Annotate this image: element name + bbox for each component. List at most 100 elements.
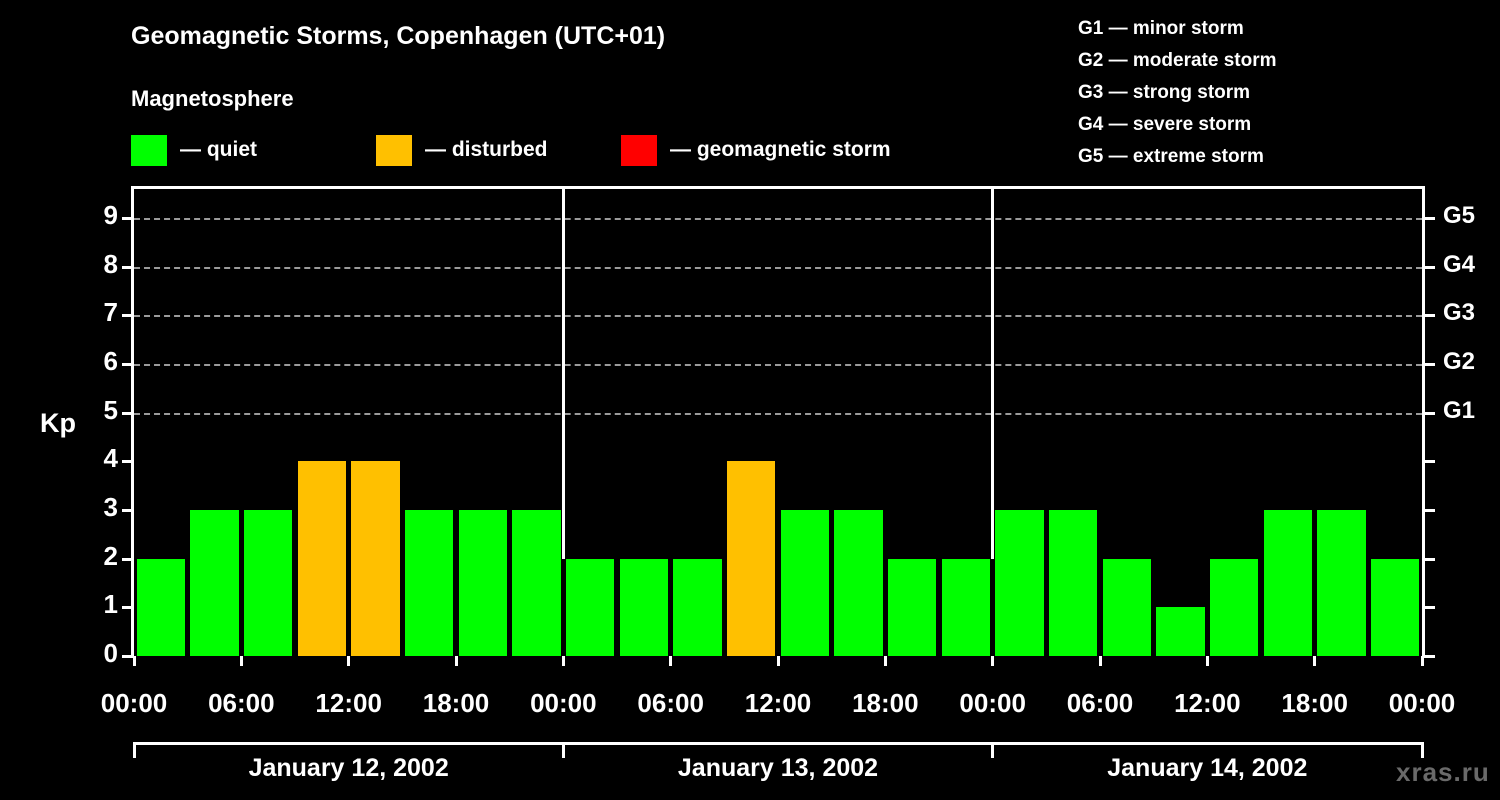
y-tick-right-7 <box>1424 314 1435 318</box>
g-scale-legend: G1 — minor storm G2 — moderate storm G3 — … <box>1078 13 1277 173</box>
page-title: Geomagnetic Storms, Copenhagen (UTC+01) <box>131 22 666 50</box>
bar <box>726 461 776 656</box>
bar <box>1263 510 1313 656</box>
day-range-tick <box>561 742 565 758</box>
g-tick-label-g5: G5 <box>1443 202 1476 230</box>
bar <box>458 510 508 656</box>
y-tick-5 <box>122 411 133 415</box>
y-tick-label-2: 2 <box>103 540 118 571</box>
y-tick-8 <box>122 265 133 269</box>
legend-item-storm: — geomagnetic storm <box>621 133 891 167</box>
x-tick-label: 18:00 <box>1281 688 1348 718</box>
y-tick-label-1: 1 <box>103 589 118 620</box>
bar <box>512 510 561 656</box>
x-tick <box>1313 656 1317 666</box>
bar <box>887 558 937 656</box>
bar <box>565 558 615 656</box>
bar <box>297 461 347 656</box>
y-tick-right-6 <box>1424 363 1435 367</box>
bar <box>136 558 186 656</box>
x-tick <box>669 656 673 666</box>
gridline-kp-8 <box>134 266 1422 269</box>
bar-series <box>134 189 1422 656</box>
day-label: January 13, 2002 <box>677 754 879 782</box>
y-tick-4 <box>122 460 133 464</box>
x-tick <box>561 656 565 666</box>
bar <box>834 510 883 656</box>
g-tick-label-g3: G3 <box>1443 299 1476 327</box>
y-tick-right-3 <box>1424 509 1435 513</box>
bar <box>190 510 239 656</box>
g-tick-label-g2: G2 <box>1443 348 1476 376</box>
bar <box>941 558 991 656</box>
x-tick-label: 00:00 <box>1388 688 1456 718</box>
legend-item-disturbed: — disturbed <box>376 133 548 167</box>
bar <box>1317 510 1366 656</box>
bar <box>780 510 830 656</box>
x-tick-label: 06:00 <box>637 688 704 718</box>
bar <box>673 558 722 656</box>
bar <box>1370 558 1420 656</box>
day-label: January 12, 2002 <box>248 754 449 782</box>
gridline-kp-9 <box>134 218 1422 221</box>
gridline-kp-5 <box>134 412 1422 415</box>
y-tick-6 <box>122 363 133 367</box>
y-tick-3 <box>122 509 133 513</box>
x-tick-label: 00:00 <box>959 688 1026 718</box>
day-separator <box>991 189 995 559</box>
legend-swatch-disturbed <box>376 134 412 166</box>
g-scale-row-g3: G3 — strong storm <box>1078 82 1251 103</box>
y-tick-right-1 <box>1424 606 1435 610</box>
day-separator <box>561 189 565 559</box>
x-tick <box>1205 656 1209 666</box>
x-tick <box>883 656 887 666</box>
gridline-kp-6 <box>134 364 1422 367</box>
x-tick <box>454 656 458 666</box>
bar <box>243 510 293 656</box>
bar <box>1156 607 1205 656</box>
bar <box>1209 558 1259 656</box>
y-tick-label-8: 8 <box>103 248 118 279</box>
g-scale-row-g1: G1 — minor storm <box>1078 18 1244 39</box>
y-tick-label-5: 5 <box>103 394 118 425</box>
legend-swatch-storm <box>621 134 657 166</box>
watermark: xras.ru <box>1396 757 1490 787</box>
y-tick-2 <box>122 557 133 561</box>
bar <box>995 510 1044 656</box>
x-tick-label: 12:00 <box>1174 688 1241 718</box>
x-tick <box>1098 656 1102 666</box>
x-tick-label: 06:00 <box>208 688 275 718</box>
y-tick-label-4: 4 <box>103 443 118 474</box>
day-range-bar <box>563 742 993 745</box>
bar <box>404 510 454 656</box>
day-range-tick <box>991 742 995 758</box>
day-label: January 14, 2002 <box>1107 754 1308 782</box>
y-tick-right-5 <box>1424 411 1435 415</box>
day-range-bar <box>992 742 1422 745</box>
bar <box>1048 510 1098 656</box>
y-tick-label-3: 3 <box>103 492 118 523</box>
y-tick-label-7: 7 <box>103 297 118 328</box>
x-tick <box>347 656 351 666</box>
legend-item-quiet: — quiet <box>131 133 257 167</box>
x-tick <box>991 656 995 666</box>
y-tick-right-2 <box>1424 557 1435 561</box>
gridline-kp-7 <box>134 315 1422 318</box>
y-tick-right-9 <box>1424 217 1435 221</box>
x-tick-label: 18:00 <box>852 688 919 718</box>
bar <box>1102 558 1152 656</box>
x-tick <box>1420 656 1424 666</box>
legend-label-disturbed: — disturbed <box>425 138 548 161</box>
y-tick-9 <box>122 217 133 221</box>
section-title: Magnetosphere <box>131 86 294 111</box>
g-scale-row-g5: G5 — extreme storm <box>1078 146 1264 167</box>
g-tick-label-g4: G4 <box>1443 250 1476 278</box>
y-tick-0 <box>122 655 133 658</box>
y-tick-right-0 <box>1424 655 1435 658</box>
plot-area <box>131 186 1425 656</box>
legend-swatch-quiet <box>131 134 167 166</box>
day-range-tick <box>1420 742 1424 758</box>
y-tick-1 <box>122 606 133 610</box>
x-tick <box>239 656 243 666</box>
